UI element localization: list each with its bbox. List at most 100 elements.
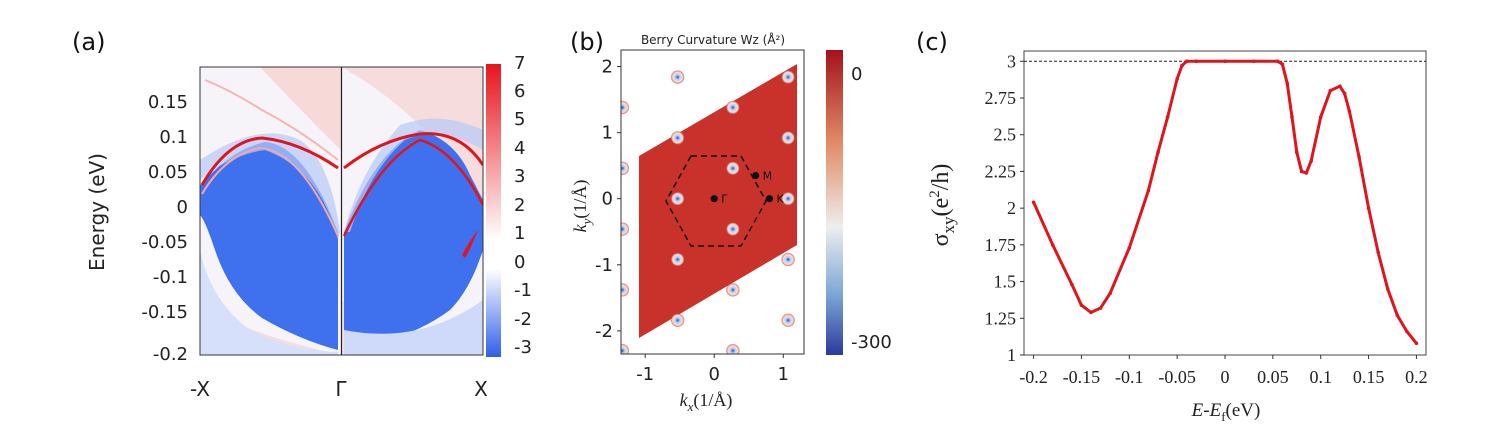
sigma-xy-point	[1290, 115, 1294, 119]
c-axis-ticks: -0.2 -0.15 -0.1 -0.05 0 0.05 0.1 0.15 0.2 3 2.75 2.…	[985, 51, 1428, 387]
b-xlabel-k: k	[680, 390, 689, 410]
a-ytick-label: -0.2	[153, 344, 188, 365]
a-ytick-5: -0.1	[153, 267, 188, 288]
c-xlabel: E-Ef(eV)	[1191, 400, 1261, 424]
bz-point	[765, 195, 774, 203]
a-cbar-tick: -2	[514, 309, 532, 330]
c-xlabel-Ef: E	[1209, 400, 1222, 421]
b-xlabel-sub: x	[687, 399, 694, 414]
a-ytick-label: -0.15	[141, 302, 188, 323]
a-ytick-label: 0	[177, 197, 188, 218]
c-ylabel-sub: xy	[939, 216, 958, 234]
b-axis-ticks: -1 0 1 2 1 0 -1 -2	[595, 57, 789, 385]
sigma-xy-point	[1251, 59, 1256, 64]
a-ytick-label: 0.15	[148, 92, 188, 113]
panel-label-b: (b)	[570, 28, 604, 56]
c-xtick-label: -0.2	[1019, 367, 1048, 387]
a-ytick-label: 0.1	[159, 127, 188, 148]
a-ytick-label: -0.1	[153, 267, 188, 288]
a-ytick-3: 0	[177, 197, 188, 218]
sigma-xy-point	[1414, 341, 1419, 346]
sigma-xy-point	[1165, 115, 1170, 119]
c-ytick-label: 3	[1007, 51, 1016, 71]
berry-hotspot	[670, 70, 685, 85]
a-cbar-tick: 2	[514, 195, 525, 216]
c-xlabel-minus: -	[1203, 400, 1209, 421]
a-cbar-tick: 5	[514, 109, 525, 130]
sigma-xy-point	[1385, 287, 1390, 291]
sigma-xy-point	[1050, 243, 1055, 247]
a-cbar-tick: 7	[514, 53, 525, 74]
c-ylabel-sigma: σ	[928, 233, 954, 246]
sigma-xy-point	[1342, 91, 1347, 96]
c-ytick-label: 2	[1007, 198, 1016, 218]
b-ylabel-k: k	[570, 223, 590, 232]
b-ytick-label: 0	[602, 189, 613, 210]
sigma-xy-point	[1098, 306, 1103, 310]
sigma-xy-point	[1294, 150, 1299, 155]
sigma-xy-point	[1304, 171, 1309, 175]
sigma-xy-point	[1194, 59, 1199, 64]
b-xtick-label: -1	[636, 364, 654, 385]
berry-hotspot	[670, 130, 685, 145]
sigma-xy-point	[1338, 84, 1342, 89]
sigma-xy-point	[1357, 154, 1361, 159]
b-xlabel-unit: (1/Å)	[693, 390, 732, 411]
berry-hotspot	[781, 130, 796, 145]
c-xtick-label: 0.05	[1257, 367, 1289, 387]
a-xtick-label: X	[474, 377, 488, 401]
a-xtick-label: -X	[190, 377, 210, 401]
c-xtick-label: 0	[1221, 367, 1230, 387]
sigma-xy-point	[1079, 303, 1084, 307]
sigma-xy-point	[1108, 291, 1112, 296]
a-cbar-tick: -3	[514, 337, 532, 358]
bz-point-label: K	[776, 193, 784, 206]
a-ytick-label: -0.05	[141, 232, 188, 253]
sigma-xy-point	[1280, 62, 1285, 67]
sigma-xy-point	[1328, 88, 1333, 93]
a-xtick-label: Γ	[335, 377, 347, 401]
berry-hotspot	[781, 313, 796, 328]
c-xlabel-f: f	[1221, 409, 1226, 424]
berry-hotspot	[621, 222, 630, 237]
sigma-xy-point	[1180, 63, 1184, 68]
bz-point	[752, 171, 760, 180]
sigma-xy-points	[1031, 59, 1419, 346]
b-ytick-label: 1	[602, 123, 613, 144]
c-ytick-label: 2.75	[985, 88, 1017, 108]
a-cbar-tick: 0	[514, 252, 525, 273]
panel-a: (a) 0.15 0.1 0	[72, 28, 532, 401]
b-ylabel-sub: y	[579, 218, 594, 226]
c-xtick-label: 0.2	[1405, 367, 1428, 387]
bz-heatmap-b	[621, 64, 797, 354]
c-ylabel-open: (e	[928, 198, 954, 217]
c-ylabel-close: /h)	[928, 164, 954, 191]
b-colorbar	[826, 50, 843, 355]
berry-hotspot	[725, 343, 740, 354]
sigma-xy-point	[1223, 59, 1227, 64]
c-xtick-label: -0.15	[1063, 367, 1101, 387]
berry-hotspot	[781, 191, 796, 206]
berry-hotspot	[621, 161, 630, 176]
b-xtick-label: 0	[708, 364, 719, 385]
c-ytick-label: 1.25	[985, 308, 1017, 328]
sigma-xy-point	[1405, 329, 1409, 334]
berry-hotspot	[781, 70, 796, 85]
a-cbar-tick: 1	[514, 223, 525, 244]
b-ytick-label: -2	[595, 321, 613, 342]
berry-hotspot	[670, 252, 685, 267]
sigma-xy-point	[1275, 59, 1280, 64]
sigma-xy-point	[1184, 59, 1189, 64]
b-ylabel: ky(1/Å)	[570, 180, 594, 233]
berry-hotspot	[621, 100, 630, 115]
sigma-xy-point	[1395, 313, 1400, 318]
berry-hotspot	[670, 313, 685, 328]
a-ytick-0: 0.15	[148, 92, 188, 113]
sigma-xy-point	[1299, 169, 1304, 174]
berry-hotspot	[725, 282, 740, 297]
panel-b: (b) Berry Curvature Wz (Å²) ΓMK -1 0 1210-…	[570, 28, 892, 414]
c-xtick-label: -0.05	[1158, 367, 1196, 387]
c-ytick-label: 2.25	[985, 161, 1017, 181]
c-xlabel-E: E	[1191, 400, 1204, 421]
